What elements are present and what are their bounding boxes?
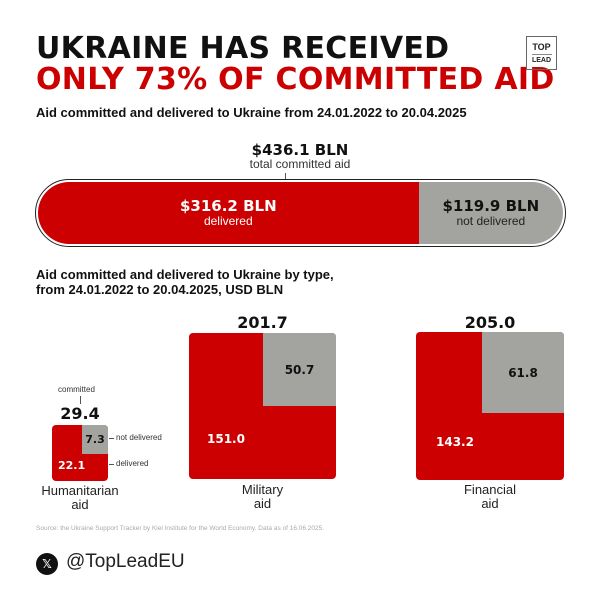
legend-committed-label: committed [58,385,95,394]
by-type-subtitle-line-1: Aid committed and delivered to Ukraine b… [36,267,334,282]
financial-committed-value: 205.0 [464,313,516,332]
toplead-logo: TOP LEAD [526,36,557,70]
legend-not-delivered-label: not delivered [116,433,162,442]
military-caption: Military aid [189,483,336,511]
humanitarian-committed-value: 29.4 [60,404,100,423]
logo-bottom-text: LEAD [531,56,552,64]
military-caption-line-1: Military [241,482,284,497]
total-committed-value: $436.1 BLN [251,141,349,159]
not-delivered-segment: $119.9 BLN not delivered [418,182,563,244]
military-not-delivered: 50.7 [263,333,336,406]
financial-caption-line-2: aid [481,496,499,511]
headline-line-2: ONLY 73% OF COMMITTED AID [36,62,555,97]
by-type-subtitle: Aid committed and delivered to Ukraine b… [36,267,334,297]
logo-divider [531,53,552,55]
financial-delivered: 143.2 [436,435,474,449]
military-aid-box: 50.7 151.0 [189,333,336,479]
delivered-segment: $316.2 BLN delivered [38,182,419,244]
source-note: Source: the Ukraine Support Tracker by K… [36,525,325,532]
financial-caption-line-1: Financial [463,482,517,497]
headline-line-1: UKRAINE HAS RECEIVED [36,31,450,66]
not-delivered-tick [109,438,114,439]
financial-not-delivered: 61.8 [482,332,564,413]
humanitarian-delivered: 22.1 [58,459,86,472]
summary-subtitle: Aid committed and delivered to Ukraine f… [36,105,467,120]
total-aid-bar: $316.2 BLN delivered $119.9 BLN not deli… [35,179,566,247]
social-handle[interactable]: @TopLeadEU [66,551,185,572]
not-delivered-value: $119.9 BLN [442,197,540,215]
legend-delivered-label: delivered [116,459,149,468]
military-caption-line-2: aid [253,496,272,511]
financial-aid-box: 61.8 143.2 [416,332,564,480]
military-committed-value: 201.7 [237,313,288,332]
humanitarian-not-delivered: 7.3 [82,425,108,454]
military-delivered: 151.0 [207,432,245,446]
not-delivered-label: not delivered [456,214,526,228]
financial-caption: Financial aid [416,483,564,511]
humanitarian-caption-line-2: aid [71,497,89,512]
delivered-tick [109,464,114,465]
logo-top-text: TOP [532,41,551,52]
x-logo-icon[interactable]: 𝕏 [36,553,58,575]
humanitarian-caption: Humanitarian aid [30,484,130,512]
delivered-label: delivered [203,214,253,228]
committed-tick [80,396,81,404]
humanitarian-caption-line-1: Humanitarian [41,483,119,498]
total-committed-label: total committed aid [249,157,351,171]
by-type-subtitle-line-2: from 24.01.2022 to 20.04.2025, USD BLN [36,282,284,297]
total-tick-line [285,173,286,179]
humanitarian-aid-box: 7.3 22.1 [52,425,108,481]
delivered-value: $316.2 BLN [179,197,277,215]
